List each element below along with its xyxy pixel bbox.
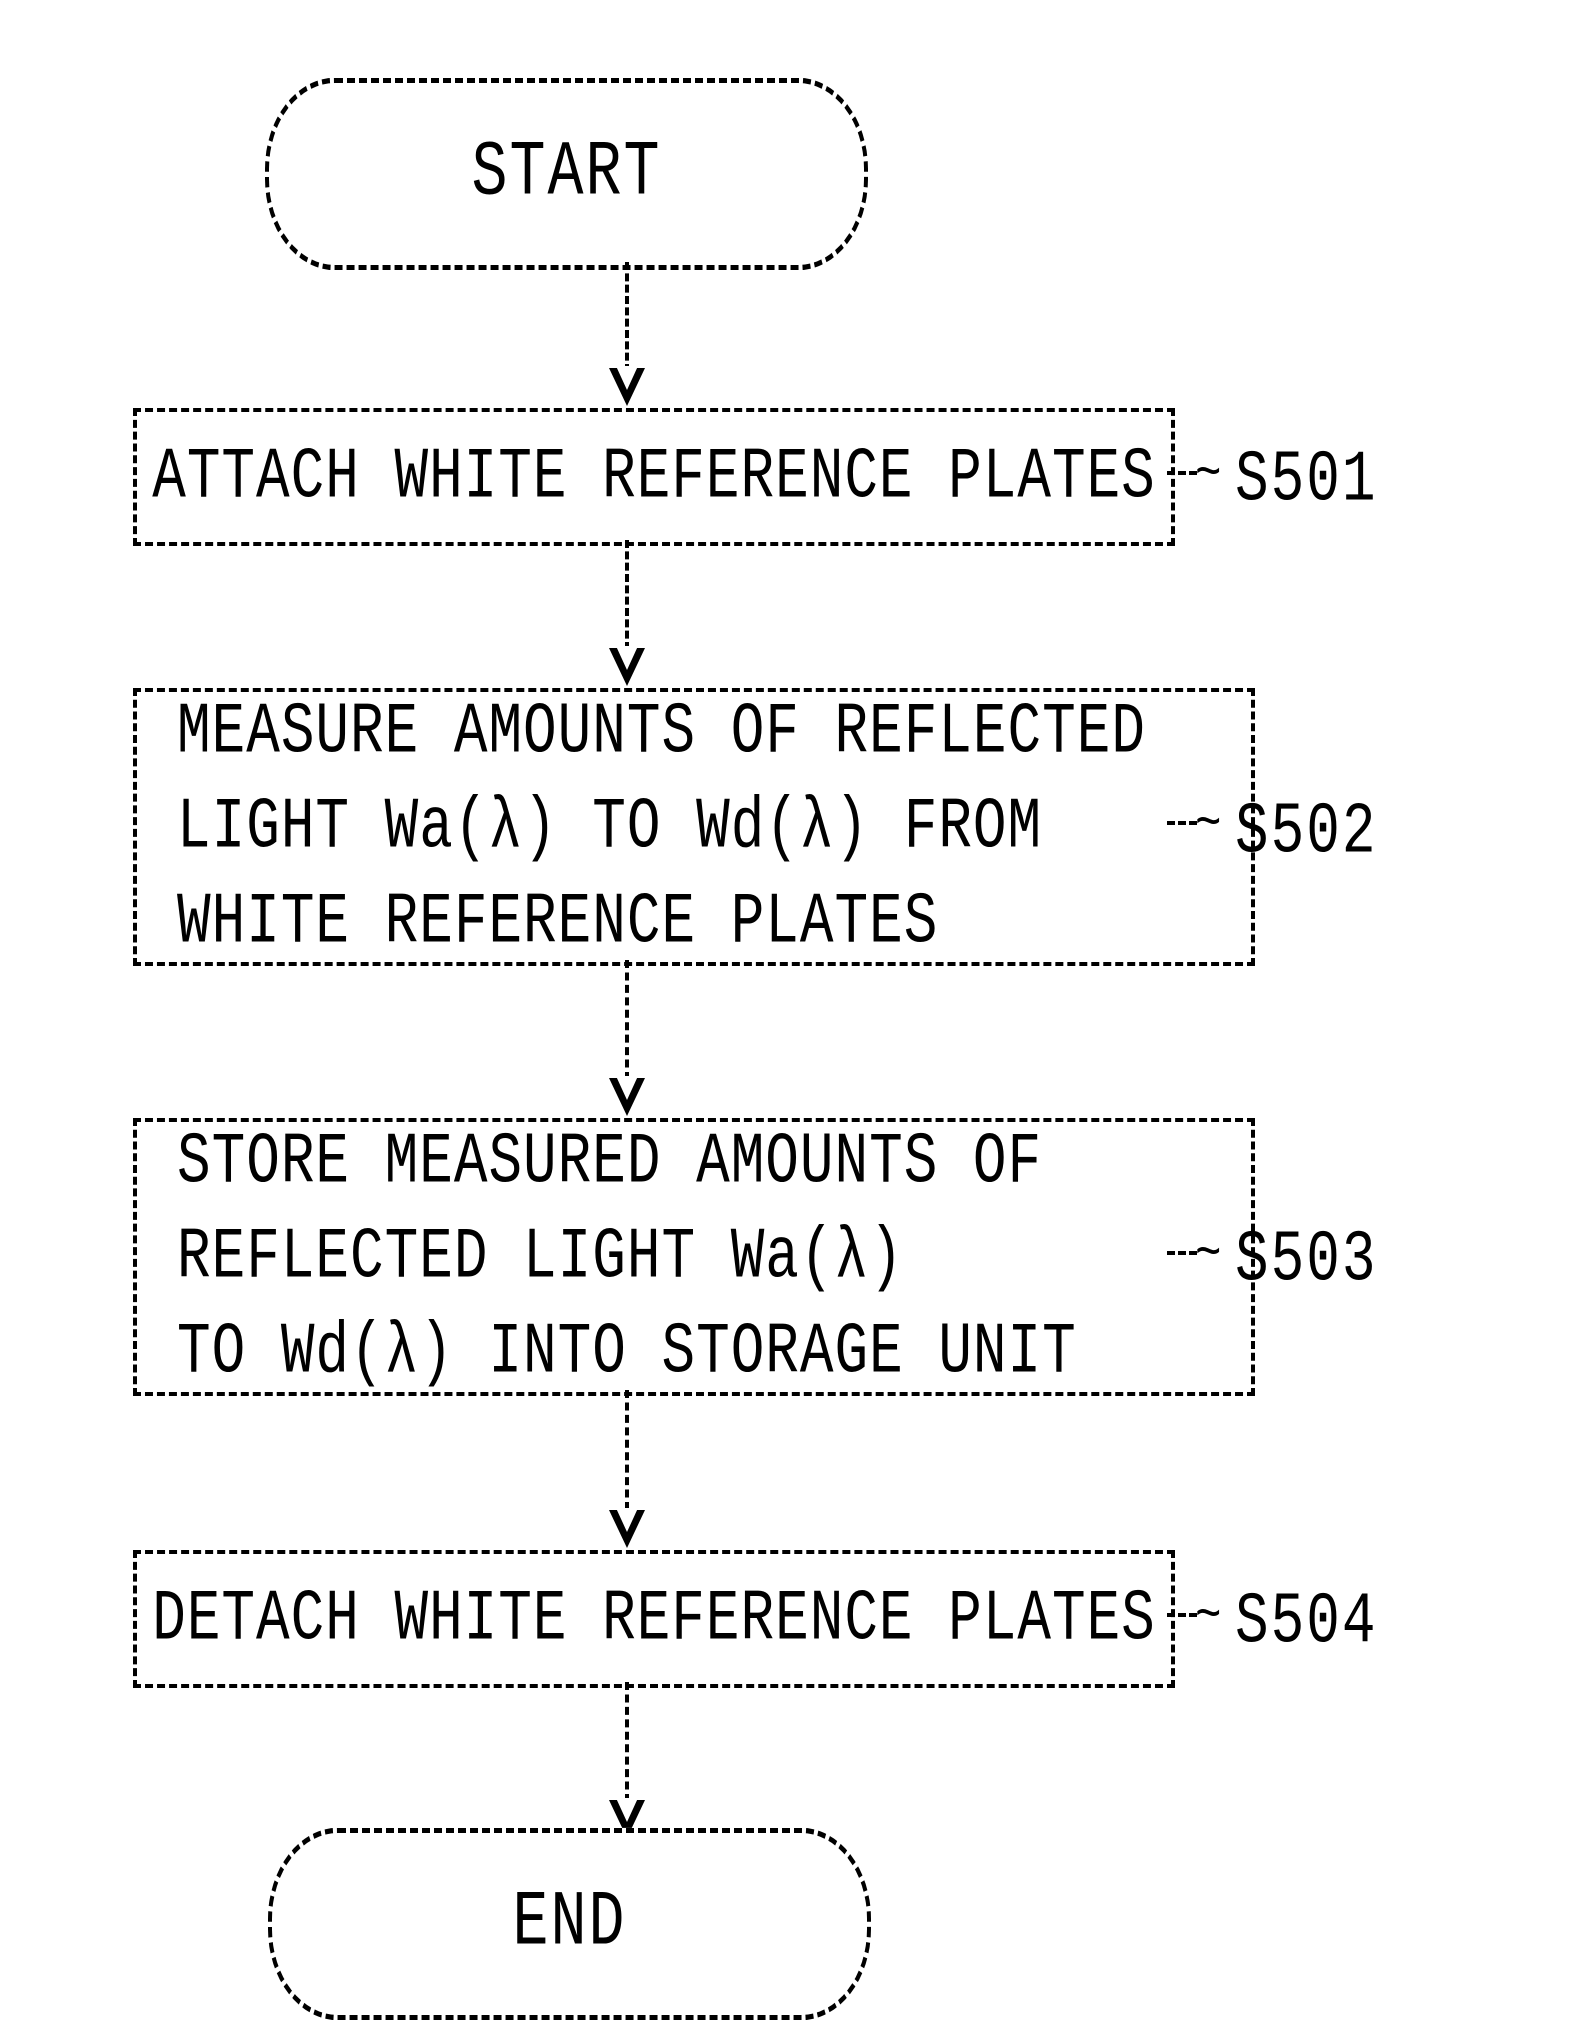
step-s503-label: S503 [1235,1218,1377,1301]
edge-arrowhead [609,1078,645,1116]
step-s504-text: DETACH WHITE REFERENCE PLATES [152,1572,1156,1667]
step-s504-label: S504 [1235,1580,1377,1663]
step-s502: MEASURE AMOUNTS OF REFLECTED LIGHT Wa(λ)… [133,688,1255,966]
step-s502-label: S502 [1235,790,1377,873]
edge-line [625,1682,629,1802]
step-s501-label: S501 [1235,438,1377,521]
step-s503-text: STORE MEASURED AMOUNTS OF REFLECTED LIGH… [177,1115,1077,1399]
edge-arrowhead [609,1510,645,1548]
edge-arrowhead [609,368,645,406]
end-terminator: END [268,1828,871,2020]
step-s504: DETACH WHITE REFERENCE PLATES [133,1550,1175,1688]
end-label: END [512,1880,626,1968]
label-tilde: ~ [1195,793,1221,858]
step-s501-text: ATTACH WHITE REFERENCE PLATES [152,430,1156,525]
flowchart-canvas: START ATTACH WHITE REFERENCE PLATES ~ S5… [0,0,1587,2038]
label-tilde: ~ [1195,1223,1221,1288]
step-s502-text: MEASURE AMOUNTS OF REFLECTED LIGHT Wa(λ)… [177,685,1146,969]
label-tilde: ~ [1195,443,1221,508]
edge-line [625,960,629,1080]
start-label: START [471,130,661,218]
edge-arrowhead [609,648,645,686]
edge-line [625,540,629,650]
start-terminator: START [265,78,868,270]
step-s503: STORE MEASURED AMOUNTS OF REFLECTED LIGH… [133,1118,1255,1396]
label-connector [1167,821,1197,825]
label-connector [1167,1251,1197,1255]
label-tilde: ~ [1195,1585,1221,1650]
step-s501: ATTACH WHITE REFERENCE PLATES [133,408,1175,546]
label-connector [1167,471,1197,475]
label-connector [1167,1613,1197,1617]
edge-line [625,262,629,372]
edge-line [625,1390,629,1510]
